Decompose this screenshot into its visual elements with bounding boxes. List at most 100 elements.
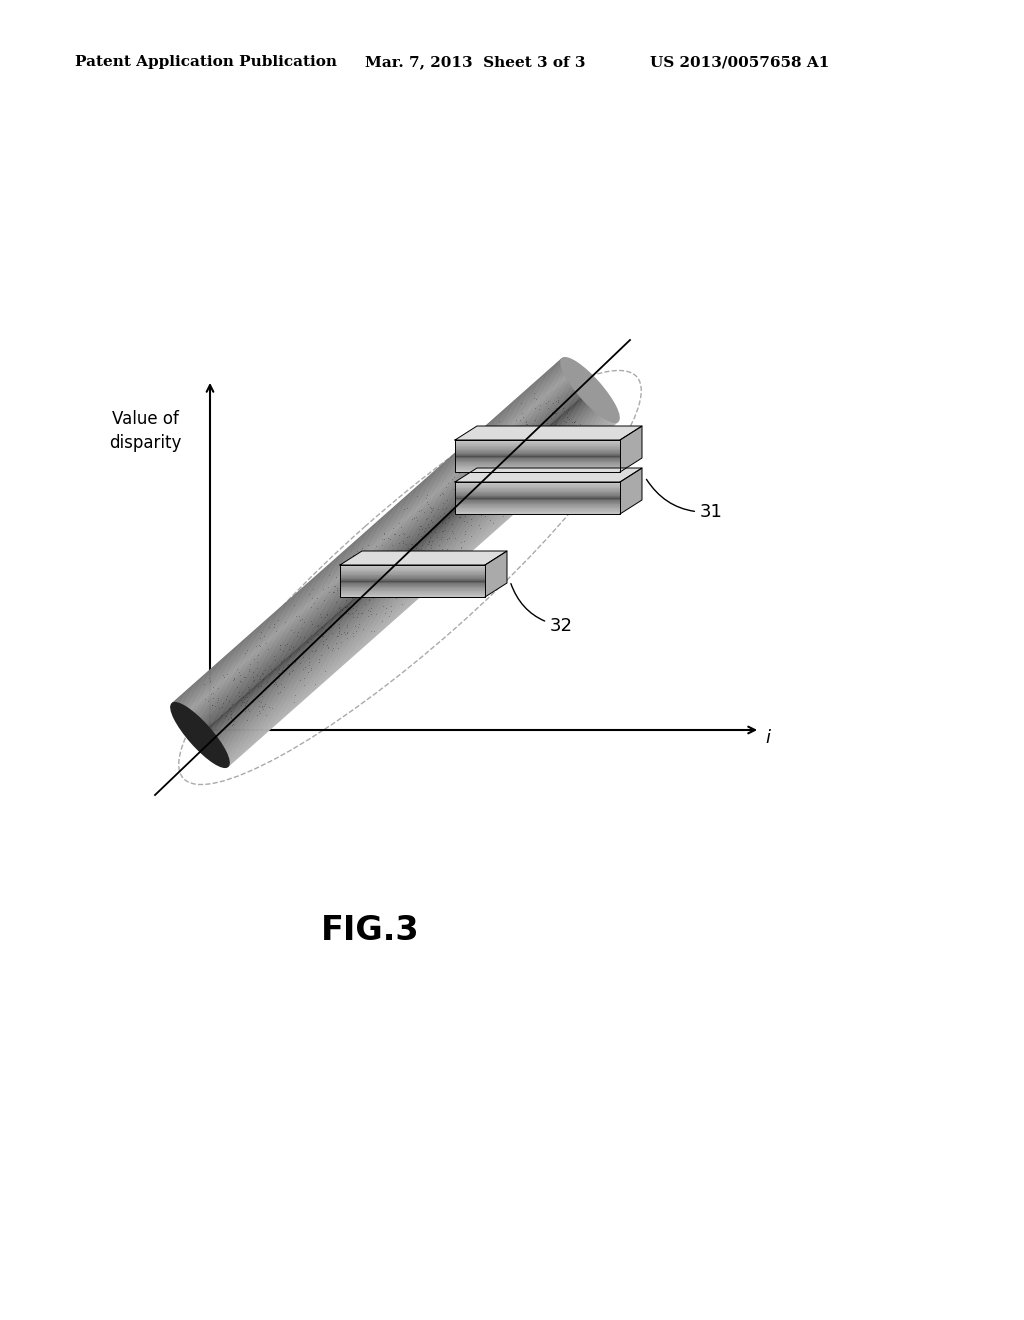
- Point: [232, 694, 249, 715]
- Point: [415, 558, 431, 579]
- Polygon shape: [225, 418, 616, 764]
- Point: [544, 404, 560, 425]
- Point: [263, 659, 280, 680]
- Point: [272, 634, 289, 655]
- Point: [496, 434, 512, 455]
- Point: [409, 533, 425, 554]
- Point: [493, 447, 509, 469]
- Point: [314, 616, 331, 638]
- Point: [459, 463, 475, 484]
- Point: [300, 655, 316, 676]
- Point: [447, 482, 464, 503]
- Polygon shape: [181, 368, 572, 715]
- Point: [372, 568, 388, 589]
- Point: [457, 494, 473, 515]
- Point: [393, 517, 410, 539]
- Point: [547, 414, 563, 436]
- Point: [434, 520, 451, 541]
- Point: [454, 449, 470, 470]
- Point: [256, 694, 272, 715]
- Polygon shape: [194, 383, 585, 729]
- Point: [414, 535, 430, 556]
- Point: [233, 681, 250, 702]
- Point: [454, 470, 470, 491]
- Point: [241, 678, 257, 700]
- Point: [463, 515, 479, 536]
- Point: [207, 696, 223, 717]
- Point: [524, 442, 541, 463]
- Point: [360, 586, 377, 607]
- Point: [330, 638, 346, 659]
- Point: [368, 560, 384, 581]
- Polygon shape: [195, 384, 586, 730]
- Point: [325, 638, 341, 659]
- Point: [410, 524, 426, 545]
- Point: [393, 594, 410, 615]
- Point: [276, 635, 293, 656]
- Point: [282, 664, 298, 685]
- Point: [251, 634, 267, 655]
- Point: [423, 535, 439, 556]
- Point: [246, 648, 262, 669]
- Point: [463, 502, 479, 523]
- Point: [412, 572, 428, 593]
- Point: [319, 638, 336, 659]
- Point: [490, 473, 507, 494]
- Point: [475, 495, 492, 516]
- Point: [459, 512, 475, 533]
- Polygon shape: [189, 378, 580, 723]
- Point: [471, 503, 487, 524]
- Point: [245, 667, 261, 688]
- Point: [251, 696, 267, 717]
- Point: [472, 517, 488, 539]
- Point: [501, 436, 517, 457]
- Point: [524, 447, 541, 469]
- Point: [274, 656, 291, 677]
- Point: [232, 690, 249, 711]
- Point: [296, 668, 312, 689]
- Point: [400, 525, 417, 546]
- Point: [290, 622, 306, 643]
- Point: [365, 587, 381, 609]
- Point: [303, 657, 319, 678]
- Point: [303, 597, 319, 618]
- Polygon shape: [200, 389, 590, 735]
- Point: [462, 478, 478, 499]
- Point: [303, 610, 319, 631]
- Text: Mar. 7, 2013  Sheet 3 of 3: Mar. 7, 2013 Sheet 3 of 3: [365, 55, 586, 69]
- Point: [464, 494, 480, 515]
- Point: [486, 499, 503, 520]
- Polygon shape: [199, 388, 590, 734]
- Point: [520, 426, 537, 447]
- Point: [417, 525, 433, 546]
- Point: [457, 457, 473, 478]
- Point: [294, 618, 310, 639]
- Point: [338, 628, 354, 649]
- Point: [345, 577, 361, 598]
- Point: [203, 684, 219, 705]
- Point: [457, 521, 473, 543]
- Polygon shape: [219, 412, 610, 758]
- Point: [315, 626, 332, 647]
- Point: [403, 533, 420, 554]
- Point: [443, 513, 460, 535]
- Polygon shape: [180, 368, 571, 714]
- Point: [209, 692, 225, 713]
- Point: [439, 473, 456, 494]
- Point: [391, 525, 408, 546]
- Point: [345, 566, 361, 587]
- Point: [255, 698, 271, 719]
- Point: [531, 432, 548, 453]
- Point: [323, 616, 339, 638]
- Point: [481, 479, 498, 500]
- Point: [353, 557, 370, 578]
- Point: [402, 565, 419, 586]
- Point: [331, 616, 347, 638]
- Point: [388, 587, 404, 609]
- Point: [225, 668, 242, 689]
- Point: [256, 626, 272, 647]
- Point: [512, 425, 528, 446]
- Point: [286, 692, 302, 713]
- Point: [536, 418, 552, 440]
- Point: [477, 454, 494, 475]
